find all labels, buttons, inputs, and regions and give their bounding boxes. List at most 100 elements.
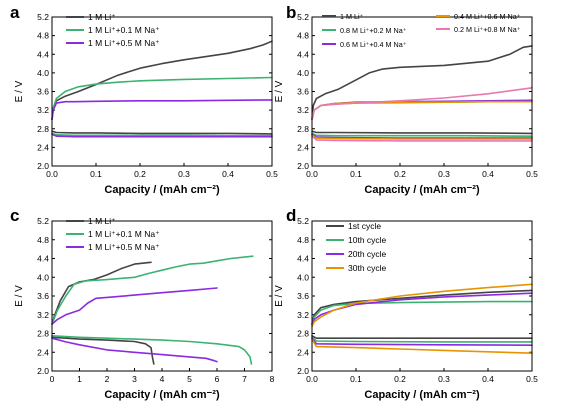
legend-entry: 1 M Li⁺ (340, 12, 364, 21)
x-tick-label: 0.0 (306, 169, 318, 179)
series-a-1-charge (51, 76, 273, 121)
y-tick-label: 4.8 (297, 235, 309, 245)
x-axis-label: Capacity / (mAh cm⁻²) (104, 389, 220, 401)
series-a-2-discharge (51, 133, 273, 138)
y-tick-label: 2.8 (37, 124, 49, 134)
y-axis-label: E / V (274, 285, 285, 307)
panel-d: d 0.0 0.1 0.2 0.3 0.4 0.5 2.0 2.4 2.8 3.2 3.6 4.0 4.4… (274, 206, 538, 401)
x-tick-label: 0.5 (526, 374, 538, 384)
x-tick-label: 0.1 (350, 374, 362, 384)
series-b-0-charge (311, 45, 533, 121)
y-tick-label: 4.8 (297, 31, 309, 41)
x-tick-label: 0.4 (482, 374, 494, 384)
plot-frame (51, 16, 273, 167)
x-tick-label: 8 (270, 374, 275, 384)
x-tick-label: 0.2 (134, 169, 146, 179)
y-tick-label: 4.4 (37, 49, 49, 59)
legend-entry: 1 M Li⁺ (88, 216, 116, 226)
x-tick-label: 3 (132, 374, 137, 384)
y-tick-label: 5.2 (37, 216, 49, 226)
y-tick-label: 3.2 (297, 105, 309, 115)
x-tick-label: 0.2 (394, 169, 406, 179)
legend-entry: 1 M Li⁺+0.5 M Na⁺ (88, 242, 160, 252)
legend-entry: 1 M Li⁺+0.1 M Na⁺ (88, 229, 160, 239)
x-tick-label: 0.5 (526, 169, 538, 179)
series-d-0-charge (311, 289, 533, 325)
series-b-3-discharge (311, 134, 533, 140)
y-tick-label: 2.4 (37, 347, 49, 357)
x-tick-label: 0.3 (178, 169, 190, 179)
y-tick-label: 4.4 (37, 254, 49, 264)
x-tick-label: 0.1 (90, 169, 102, 179)
y-tick-label: 2.0 (297, 366, 309, 376)
y-tick-label: 4.4 (297, 49, 309, 59)
series-d-3-discharge (311, 338, 533, 355)
legend-entry: 1 M Li⁺ (88, 12, 116, 22)
legend-entry: 1 M Li⁺+0.5 M Na⁺ (88, 38, 160, 48)
y-tick-label: 3.2 (37, 310, 49, 320)
legend-entry: 30th cycle (348, 263, 387, 273)
x-tick-label: 5 (187, 374, 192, 384)
y-tick-label: 2.4 (37, 142, 49, 152)
legend-entry: 0.4 M Li⁺+0.6 M Na⁺ (454, 12, 521, 21)
series-c-2-charge (51, 287, 218, 325)
legend-entry: 1st cycle (348, 221, 381, 231)
y-tick-label: 2.8 (37, 329, 49, 339)
y-tick-label: 4.0 (297, 68, 309, 78)
y-tick-label: 3.6 (37, 87, 49, 97)
y-tick-label: 5.2 (297, 216, 309, 226)
y-tick-label: 2.8 (297, 124, 309, 134)
y-tick-label: 2.0 (297, 161, 309, 171)
y-tick-label: 4.0 (297, 272, 309, 282)
y-axis-label: E / V (14, 80, 25, 102)
y-tick-label: 2.8 (297, 329, 309, 339)
plot-frame (311, 16, 533, 167)
legend-entry: 0.2 M Li⁺+0.8 M Na⁺ (454, 25, 521, 34)
y-tick-label: 4.8 (37, 31, 49, 41)
panel-letter-a: a (10, 3, 20, 22)
y-tick-label: 5.2 (297, 12, 309, 22)
panel-a: a 0.0 0.1 0.2 0.3 0.4 0.5 2.0 2.4 2.8 3.2 3.6 4.0 4.4… (10, 3, 278, 196)
x-tick-label: 7 (242, 374, 247, 384)
plot-frame (311, 220, 533, 372)
series-d-2-discharge (311, 337, 533, 347)
series-b-0-discharge (311, 130, 533, 135)
x-tick-label: 0.0 (306, 374, 318, 384)
plot-frame (51, 220, 273, 372)
series-c-1-discharge (51, 334, 253, 365)
x-axis-label: Capacity / (mAh cm⁻²) (104, 184, 220, 196)
y-tick-label: 2.0 (37, 366, 49, 376)
y-tick-label: 2.4 (297, 347, 309, 357)
x-tick-label: 2 (105, 374, 110, 384)
panel-c: c 0 1 2 3 4 5 6 7 8 2.0 2.4 2.8 3.2 3.6 4.0 4.4 4.8 5.2 Cap… (10, 206, 275, 401)
legend-entry: 0.6 M Li⁺+0.4 M Na⁺ (340, 40, 407, 49)
legend-entry: 10th cycle (348, 235, 387, 245)
series-d-1-discharge (311, 336, 533, 343)
y-tick-label: 2.0 (37, 161, 49, 171)
y-tick-label: 3.2 (37, 105, 49, 115)
y-tick-label: 3.2 (297, 310, 309, 320)
y-axis-label: E / V (14, 285, 25, 307)
series-d-1-charge (311, 300, 533, 325)
series-c-2-discharge (51, 337, 218, 363)
x-tick-label: 0 (50, 374, 55, 384)
y-tick-label: 5.2 (37, 12, 49, 22)
x-tick-label: 0.2 (394, 374, 406, 384)
x-axis-label: Capacity / (mAh cm⁻²) (364, 389, 480, 401)
series-a-1-discharge (51, 132, 273, 137)
series-b-2-discharge (311, 133, 533, 139)
x-tick-label: 0.1 (350, 169, 362, 179)
series-b-4-discharge (311, 135, 533, 142)
y-tick-label: 4.8 (37, 235, 49, 245)
legend-entry: 1 M Li⁺+0.1 M Na⁺ (88, 25, 160, 35)
legend-entry: 20th cycle (348, 249, 387, 259)
series-c-1-charge (51, 255, 254, 325)
series-c-0-discharge (51, 336, 155, 365)
y-axis-label: E / V (274, 80, 285, 102)
series-c-0-charge (51, 261, 152, 325)
panel-letter-c: c (10, 206, 19, 225)
x-tick-label: 0.3 (438, 374, 450, 384)
y-tick-label: 3.6 (37, 291, 49, 301)
x-tick-label: 0.0 (46, 169, 58, 179)
